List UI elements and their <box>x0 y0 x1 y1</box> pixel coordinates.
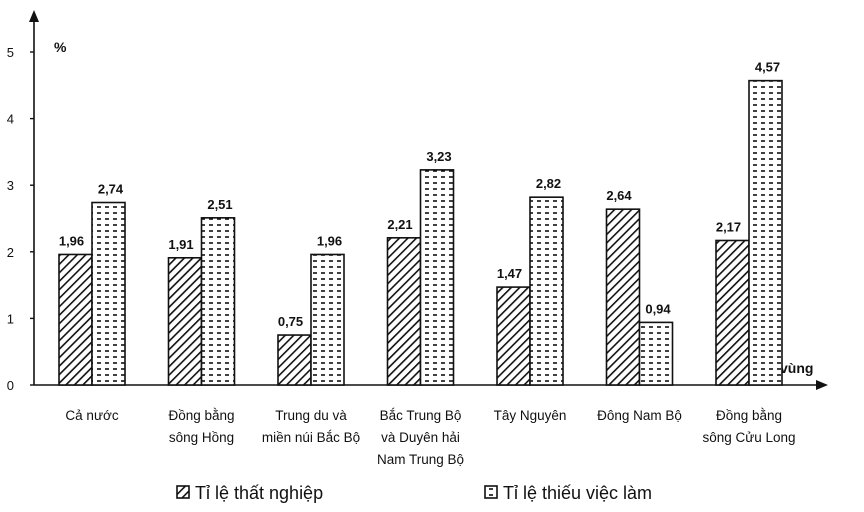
y-ticks: 0 1 2 3 4 5 <box>7 45 34 393</box>
category-label-line: sông Cửu Long <box>702 430 795 445</box>
data-label: 2,17 <box>716 219 741 234</box>
category-label-line: Tây Nguyên <box>494 408 567 423</box>
legend: Tỉ lệ thất nghiệp Tỉ lệ thiếu việc làm <box>176 483 652 503</box>
category-label-line: Trung du và <box>275 408 347 423</box>
category-label: Đông Nam Bộ <box>597 408 682 423</box>
bars <box>58 79 783 386</box>
legend-label-unemployment: Tỉ lệ thất nghiệp <box>195 483 323 503</box>
bar-unemployment-6 <box>715 239 750 386</box>
y-tick-label: 0 <box>7 378 14 393</box>
data-label: 1,91 <box>168 237 193 252</box>
category-label: Cả nước <box>65 408 118 423</box>
data-label: 3,23 <box>426 149 451 164</box>
legend-swatch-unemployment <box>176 485 190 499</box>
data-labels: 1,96 2,74 1,91 2,51 0,75 1,96 2,21 3,23 1,47 2,82… <box>59 60 780 329</box>
y-tick-label: 3 <box>7 178 14 193</box>
bar-underemployment-0 <box>91 201 126 386</box>
bar-unemployment-1 <box>167 256 203 386</box>
bar-underemployment-4 <box>529 196 564 386</box>
data-label: 1,96 <box>317 233 342 248</box>
category-labels: Cả nước Đồng bằng sông Hồng Trung du và miền… <box>65 408 795 467</box>
category-label-line: Nam Trung Bộ <box>377 452 464 467</box>
data-label: 2,74 <box>98 182 124 197</box>
bar-unemployment-5 <box>605 208 641 386</box>
data-label: 0,94 <box>645 301 671 316</box>
category-label-line: Đồng bằng <box>716 408 782 423</box>
data-label: 2,64 <box>606 188 632 203</box>
y-tick-label: 1 <box>7 311 14 326</box>
category-label-line: Đồng bằng <box>168 408 234 423</box>
category-label: Tây Nguyên <box>494 408 567 423</box>
category-label: Đồng bằng sông Hồng <box>168 408 234 445</box>
legend-swatch-underemployment <box>484 485 498 499</box>
category-label-line: và Duyên hải <box>381 430 460 445</box>
category-label-line: Đông Nam Bộ <box>597 408 682 423</box>
bar-unemployment-3 <box>386 237 422 386</box>
data-label: 4,57 <box>755 60 780 75</box>
bar-underemployment-6 <box>748 79 783 386</box>
bar-unemployment-4 <box>496 286 531 386</box>
category-label-line: miền núi Bắc Bộ <box>262 430 360 445</box>
y-tick-label: 5 <box>7 45 14 60</box>
y-axis-unit: % <box>54 39 67 55</box>
bar-unemployment-0 <box>58 253 93 386</box>
x-axis-unit: vùng <box>780 360 813 376</box>
legend-label-underemployment: Tỉ lệ thiếu việc làm <box>503 483 652 503</box>
bar-unemployment-2 <box>277 334 312 386</box>
data-label: 1,96 <box>59 233 84 248</box>
y-tick-label: 4 <box>7 112 14 127</box>
bar-underemployment-3 <box>419 169 455 386</box>
category-label-line: Cả nước <box>65 408 118 423</box>
data-label: 1,47 <box>497 266 522 281</box>
category-label: Trung du và miền núi Bắc Bộ <box>262 408 360 445</box>
data-label: 0,75 <box>278 314 303 329</box>
bar-underemployment-1 <box>200 217 236 386</box>
data-label: 2,51 <box>207 197 232 212</box>
bar-underemployment-2 <box>310 253 345 386</box>
category-label: Bắc Trung Bộ và Duyên hải Nam Trung Bộ <box>377 408 464 467</box>
y-axis-arrow <box>29 10 39 22</box>
y-tick-label: 2 <box>7 245 14 260</box>
category-label: Đồng bằng sông Cửu Long <box>702 408 795 445</box>
category-label-line: Bắc Trung Bộ <box>380 408 462 423</box>
category-label-line: sông Hồng <box>169 430 234 445</box>
x-axis-arrow <box>816 380 828 390</box>
data-label: 2,21 <box>387 217 412 232</box>
data-label: 2,82 <box>536 176 561 191</box>
bar-underemployment-5 <box>638 321 674 386</box>
